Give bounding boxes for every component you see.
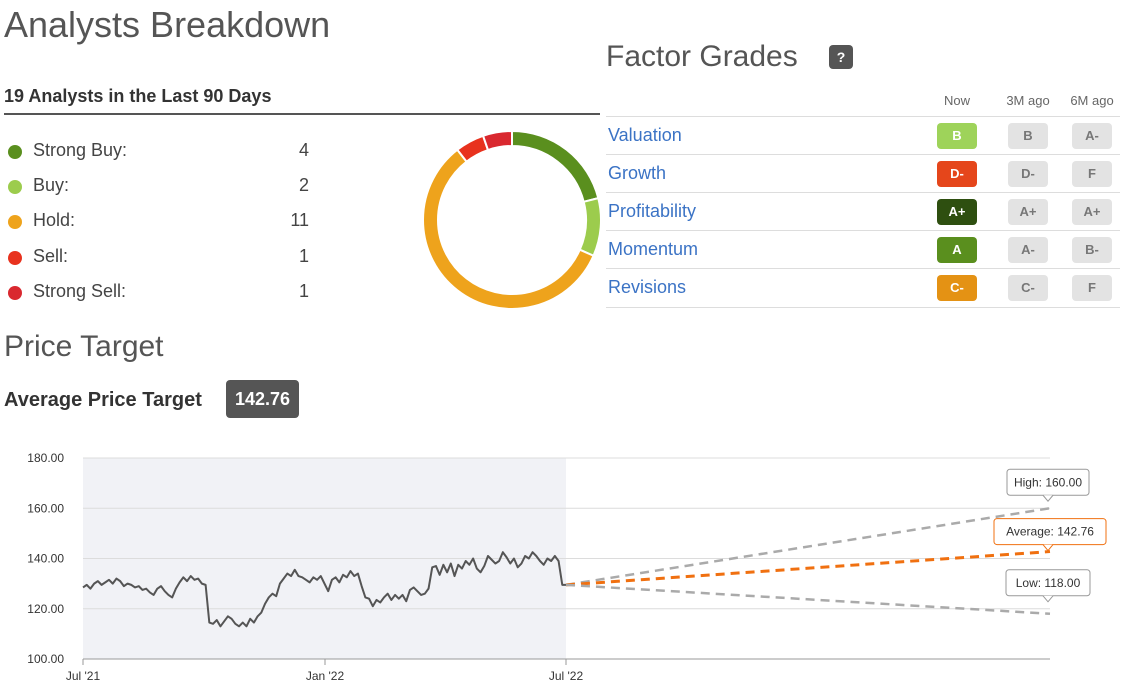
- grade-3m: C-: [1008, 275, 1048, 301]
- rating-label: Buy:: [33, 175, 70, 195]
- grade-3m: A-: [1008, 237, 1048, 263]
- factor-row-momentum: Momentum A A- B-: [606, 230, 1120, 269]
- callout-high: High: 160.00: [1006, 468, 1090, 503]
- grade-now: C-: [937, 275, 977, 301]
- donut-slice-strong-buy: [511, 129, 600, 204]
- hold-dot: [8, 215, 22, 229]
- average-price-target-label: Average Price Target: [4, 389, 202, 411]
- y-tick-label: 140.00: [27, 552, 64, 566]
- strong-sell-dot: [8, 286, 22, 300]
- factor-link-growth[interactable]: Growth: [608, 163, 667, 183]
- grade-3m: B: [1008, 123, 1048, 149]
- factor-grades-title: Factor Grades: [606, 40, 798, 73]
- rating-count: 11: [290, 210, 309, 230]
- callout-label: Average: 142.76: [1006, 525, 1094, 539]
- callout-pointer: [1042, 595, 1054, 603]
- factor-row-profitability: Profitability A+ A+ A+: [606, 192, 1120, 231]
- grade-now: B: [937, 123, 977, 149]
- grade-6m: F: [1072, 161, 1112, 187]
- factor-row-revisions: Revisions C- C- F: [606, 268, 1120, 308]
- factor-link-revisions[interactable]: Revisions: [608, 277, 687, 297]
- factor-link-valuation[interactable]: Valuation: [608, 125, 682, 145]
- rating-count: 2: [298, 175, 309, 195]
- x-tick-label: Jul '21: [66, 669, 101, 683]
- grade-6m: A-: [1072, 123, 1112, 149]
- grade-now: D-: [937, 161, 977, 187]
- sell-dot: [8, 251, 22, 265]
- callout-pointer: [1042, 494, 1054, 503]
- price-history-line: [82, 551, 566, 628]
- rating-label: Strong Buy:: [33, 140, 128, 160]
- rating-strong-buy: Strong Buy: 4: [4, 136, 309, 166]
- rating-buy: Buy: 2: [4, 171, 309, 201]
- grade-now: A+: [937, 199, 977, 225]
- column-header-now: Now: [943, 93, 970, 108]
- grade-now: A: [937, 237, 977, 263]
- grade-3m: A+: [1008, 199, 1048, 225]
- donut-slice-strong-sell: [481, 129, 513, 152]
- help-icon[interactable]: ?: [829, 45, 853, 69]
- projection-line-average: [565, 550, 1051, 587]
- grade-6m: A+: [1072, 199, 1112, 225]
- y-tick-label: 160.00: [27, 501, 64, 515]
- y-tick-label: 100.00: [27, 652, 64, 666]
- callout-low: Low: 118.00: [1005, 569, 1091, 603]
- grade-3m: D-: [1008, 161, 1048, 187]
- section-divider: [4, 113, 600, 115]
- rating-sell: Sell: 1: [4, 242, 309, 272]
- strong-buy-dot: [8, 145, 22, 159]
- donut-slice-buy: [578, 196, 602, 258]
- callout-average: Average: 142.76: [993, 518, 1107, 552]
- column-header-6m: 6M ago: [1070, 93, 1114, 108]
- ratings-donut-chart: [422, 129, 602, 310]
- factor-row-valuation: Valuation B B A-: [606, 116, 1120, 155]
- grade-6m: B-: [1072, 237, 1112, 263]
- donut-slice-hold: [422, 148, 595, 310]
- factor-link-profitability[interactable]: Profitability: [608, 201, 697, 221]
- rating-hold: Hold: 11: [4, 206, 309, 236]
- rating-label: Strong Sell:: [33, 281, 127, 301]
- factor-link-momentum[interactable]: Momentum: [608, 239, 699, 259]
- factor-row-growth: Growth D- D- F: [606, 154, 1120, 193]
- projection-line-high: [565, 507, 1051, 587]
- buy-dot: [8, 180, 22, 194]
- rating-label: Sell:: [33, 246, 69, 266]
- column-header-3m: 3M ago: [1006, 93, 1050, 108]
- rating-count: 4: [298, 140, 309, 160]
- rating-label: Hold:: [33, 210, 76, 230]
- y-tick-label: 120.00: [27, 602, 64, 616]
- analysts-breakdown-title: Analysts Breakdown: [4, 4, 331, 45]
- projection-line-low: [565, 583, 1051, 616]
- x-tick-label: Jan '22: [306, 669, 345, 683]
- callout-label: Low: 118.00: [1016, 576, 1081, 590]
- callout-box: [993, 518, 1107, 546]
- price-target-title: Price Target: [4, 330, 164, 363]
- average-price-target-value: 142.76: [226, 380, 300, 418]
- callout-label: High: 160.00: [1014, 475, 1082, 489]
- analysts-count-subtitle: 19 Analysts in the Last 90 Days: [4, 86, 272, 106]
- x-tick-label: Jul '22: [549, 669, 584, 683]
- grade-6m: F: [1072, 275, 1112, 301]
- rating-count: 1: [298, 246, 309, 266]
- y-tick-label: 180.00: [27, 451, 64, 465]
- rating-count: 1: [298, 281, 309, 301]
- callout-pointer: [1042, 544, 1054, 552]
- rating-strong-sell: Strong Sell: 1: [4, 277, 309, 307]
